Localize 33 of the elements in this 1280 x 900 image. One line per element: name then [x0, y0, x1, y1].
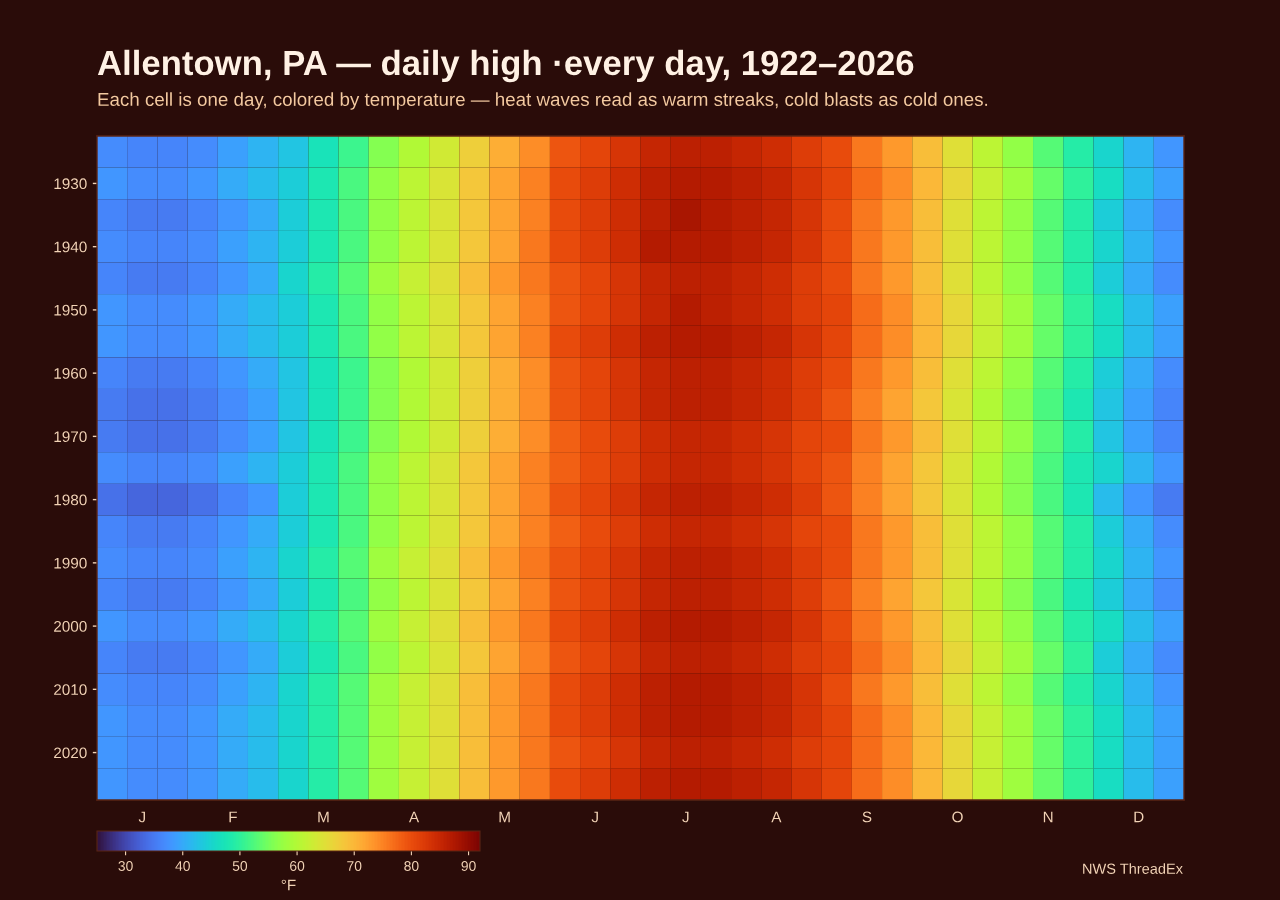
y-tick-label: 1970	[54, 431, 87, 443]
color-bar-label: 40	[175, 861, 190, 871]
chart-title: Allentown, PA — daily high ·every day, 1922–2026	[97, 49, 914, 83]
color-bar-label: 60	[290, 861, 305, 871]
y-tick-label: 2020	[54, 747, 87, 759]
color-bar-label: 50	[232, 861, 248, 871]
y-tick-label: 2010	[54, 684, 87, 696]
text: NWS ThreadEx	[1083, 863, 1183, 874]
y-tick-label: 1960	[54, 368, 87, 379]
x-tick-label: F	[229, 811, 237, 823]
chart-subtitle: Each cell is one day, colored by temperature — heat waves read as warm streaks, cold blasts as cold ones.	[98, 92, 988, 110]
color-bar-label: 70	[347, 861, 362, 871]
x-tick-label: A	[408, 811, 420, 823]
color-bar-label: 90	[461, 861, 476, 871]
color-bar-label: 80	[404, 861, 419, 871]
x-tick-label: M	[318, 811, 329, 823]
x-tick-label: J	[682, 811, 689, 823]
x-tick-label: M	[499, 811, 510, 823]
y-tick-label: 2000	[54, 620, 87, 632]
y-tick-label: 1990	[54, 557, 87, 569]
x-tick-label: D	[1134, 811, 1144, 823]
x-tick-label: A	[771, 811, 782, 823]
x-tick-label: O	[952, 811, 963, 823]
x-tick-label: N	[1043, 811, 1053, 823]
color-bar-title: °F	[281, 879, 296, 891]
color-bar-label: 30	[118, 861, 133, 871]
y-tick-label: 1930	[54, 178, 87, 190]
y-tick-label: 1980	[54, 494, 87, 506]
y-tick-label: 1940	[54, 241, 87, 253]
x-tick-label: J	[138, 811, 145, 823]
x-tick-label: J	[591, 811, 598, 823]
x-tick-label: S	[862, 811, 872, 823]
y-tick-label: 1950	[54, 304, 87, 316]
